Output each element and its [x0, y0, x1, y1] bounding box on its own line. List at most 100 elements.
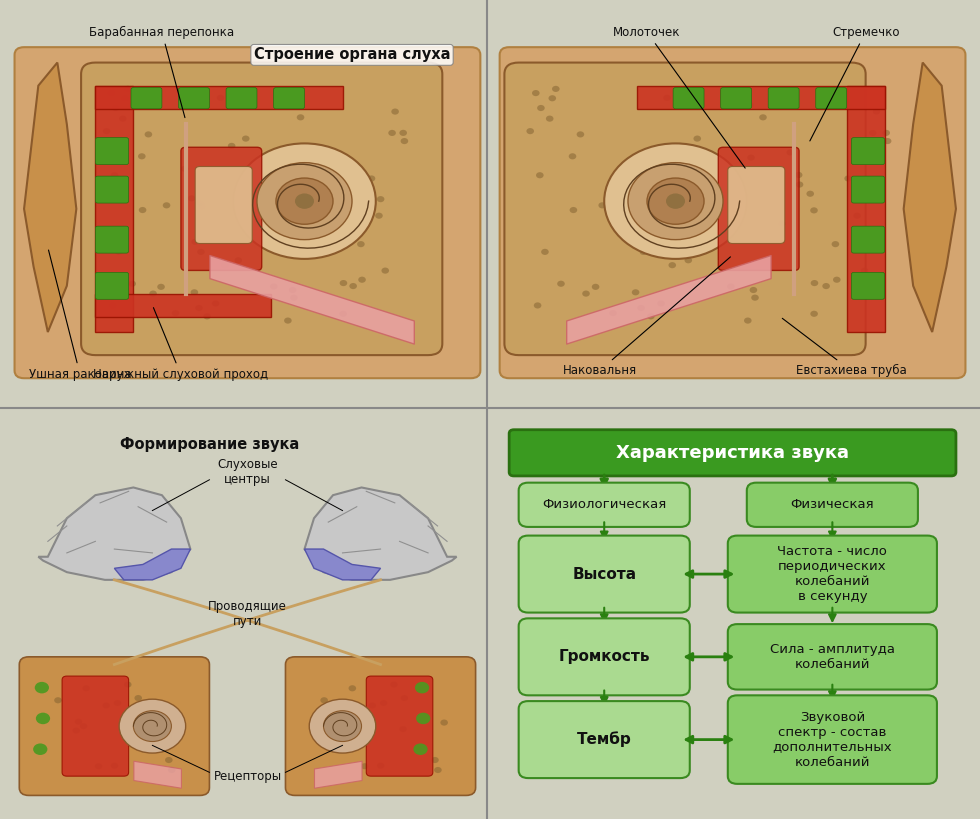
Text: Строение органа слуха: Строение органа слуха	[254, 48, 450, 62]
Circle shape	[233, 143, 375, 259]
Circle shape	[297, 115, 305, 120]
Circle shape	[375, 213, 383, 219]
FancyBboxPatch shape	[747, 482, 918, 527]
Circle shape	[357, 241, 365, 247]
Circle shape	[549, 95, 556, 102]
Circle shape	[532, 90, 540, 96]
Circle shape	[388, 130, 396, 136]
Circle shape	[270, 283, 277, 290]
FancyBboxPatch shape	[62, 676, 128, 776]
Circle shape	[377, 762, 384, 769]
Circle shape	[832, 241, 839, 247]
Circle shape	[592, 283, 600, 290]
Circle shape	[640, 201, 648, 207]
Circle shape	[163, 202, 171, 208]
Polygon shape	[95, 86, 343, 109]
Circle shape	[534, 302, 541, 309]
Polygon shape	[305, 487, 457, 580]
Text: Частота - число
периодических
колебаний
в секунду: Частота - число периодических колебаний …	[777, 545, 887, 603]
Circle shape	[134, 695, 142, 701]
Circle shape	[82, 686, 90, 691]
FancyBboxPatch shape	[510, 430, 956, 476]
Circle shape	[568, 153, 576, 160]
Circle shape	[860, 268, 868, 274]
FancyBboxPatch shape	[852, 138, 885, 165]
Circle shape	[290, 295, 298, 301]
Polygon shape	[305, 549, 380, 580]
Circle shape	[145, 131, 152, 138]
Circle shape	[340, 280, 347, 286]
Circle shape	[605, 143, 747, 259]
Circle shape	[338, 727, 346, 734]
Circle shape	[872, 108, 880, 115]
Circle shape	[346, 723, 354, 729]
FancyBboxPatch shape	[178, 88, 210, 109]
Polygon shape	[637, 86, 885, 109]
Circle shape	[276, 178, 333, 224]
Circle shape	[822, 283, 830, 289]
Circle shape	[810, 310, 818, 317]
Circle shape	[339, 310, 347, 317]
Circle shape	[242, 135, 250, 142]
Circle shape	[637, 305, 645, 311]
Circle shape	[295, 193, 314, 209]
Circle shape	[380, 700, 387, 706]
FancyBboxPatch shape	[273, 88, 305, 109]
Circle shape	[349, 686, 356, 691]
Circle shape	[569, 207, 577, 213]
FancyBboxPatch shape	[518, 482, 690, 527]
Circle shape	[647, 178, 704, 224]
Circle shape	[115, 249, 122, 255]
FancyBboxPatch shape	[728, 624, 937, 690]
Text: Звуковой
спектр - состав
дополнительных
колебаний: Звуковой спектр - состав дополнительных …	[772, 711, 892, 768]
Circle shape	[399, 726, 407, 732]
Circle shape	[349, 283, 357, 289]
Circle shape	[747, 155, 755, 161]
Polygon shape	[95, 293, 271, 317]
Circle shape	[191, 238, 199, 245]
Text: Рецепторы: Рецепторы	[214, 770, 281, 783]
Circle shape	[541, 249, 549, 255]
Circle shape	[320, 697, 328, 704]
Circle shape	[190, 289, 198, 296]
Text: Молоточек: Молоточек	[613, 25, 745, 168]
Circle shape	[257, 163, 352, 240]
Circle shape	[168, 767, 175, 773]
Circle shape	[750, 287, 758, 293]
Text: Тембр: Тембр	[577, 731, 631, 748]
Circle shape	[361, 763, 368, 769]
FancyBboxPatch shape	[95, 138, 128, 165]
Circle shape	[149, 291, 157, 296]
Circle shape	[138, 153, 146, 160]
FancyBboxPatch shape	[95, 273, 128, 299]
Circle shape	[33, 744, 47, 755]
Circle shape	[552, 86, 560, 92]
FancyBboxPatch shape	[15, 48, 480, 378]
FancyBboxPatch shape	[718, 147, 799, 270]
FancyBboxPatch shape	[226, 88, 257, 109]
Text: Сила - амплитуда
колебаний: Сила - амплитуда колебаний	[770, 643, 895, 671]
Polygon shape	[38, 487, 190, 580]
Text: Стремечко: Стремечко	[809, 25, 900, 141]
Circle shape	[786, 149, 794, 156]
Circle shape	[341, 718, 349, 725]
Circle shape	[632, 289, 639, 296]
Circle shape	[727, 283, 735, 290]
FancyBboxPatch shape	[285, 657, 475, 795]
Circle shape	[415, 682, 429, 694]
Circle shape	[576, 131, 584, 138]
Circle shape	[203, 314, 211, 319]
FancyBboxPatch shape	[95, 226, 128, 253]
Circle shape	[833, 277, 841, 283]
Circle shape	[434, 767, 442, 773]
Circle shape	[658, 301, 664, 306]
FancyBboxPatch shape	[518, 536, 690, 613]
Polygon shape	[847, 86, 885, 332]
Circle shape	[74, 718, 82, 725]
Circle shape	[34, 682, 49, 694]
Circle shape	[807, 191, 814, 197]
Text: Евстахиева труба: Евстахиева труба	[782, 319, 907, 378]
Circle shape	[122, 95, 128, 102]
Text: Формирование звука: Формирование звука	[120, 437, 299, 452]
Circle shape	[401, 138, 409, 144]
